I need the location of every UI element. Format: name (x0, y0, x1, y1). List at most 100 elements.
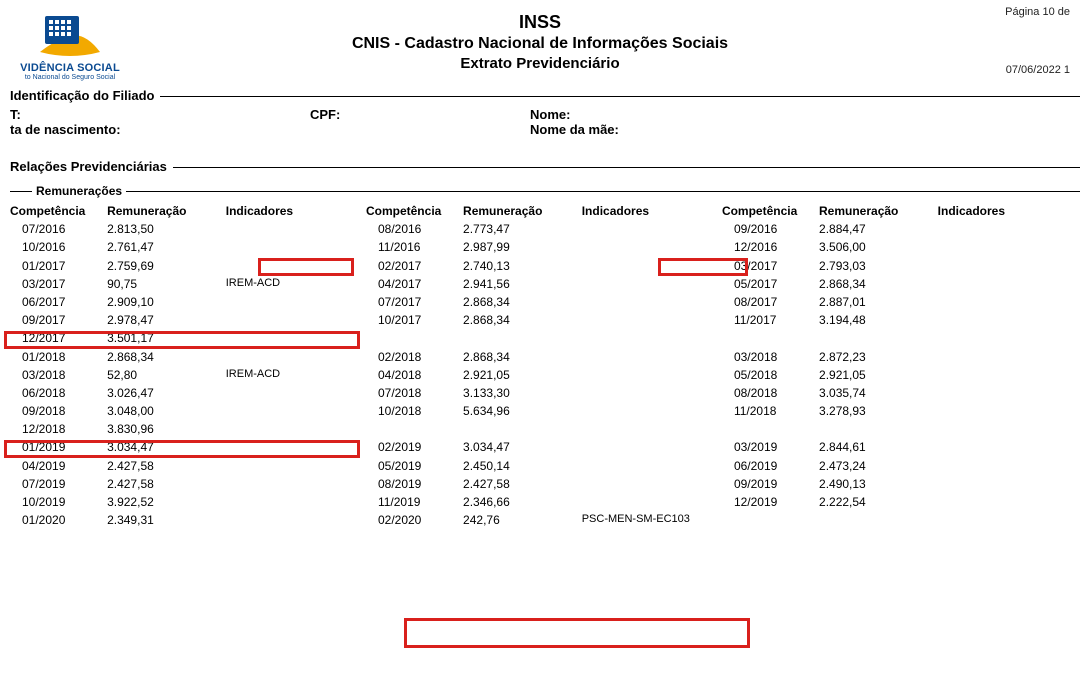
cell-competencia: 08/2016 (362, 220, 459, 238)
cell-indicadores (578, 348, 718, 366)
cell-indicadores (222, 257, 362, 275)
cell-competencia: 01/2019 (6, 438, 103, 456)
cell-remuneracao: 2.473,24 (815, 457, 934, 475)
cell-remuneracao: 3.034,47 (103, 438, 222, 456)
cell-competencia: 12/2018 (6, 420, 103, 438)
section-relacoes: Relações Previdenciárias (0, 159, 1080, 174)
cell-competencia (718, 511, 815, 529)
table-row: 10/20193.922,5211/20192.346,6612/20192.2… (6, 493, 1074, 511)
table-row: 06/20172.909,1007/20172.868,3408/20172.8… (6, 293, 1074, 311)
cell-remuneracao: 2.740,13 (459, 257, 578, 275)
cell-remuneracao: 2.813,50 (103, 220, 222, 238)
cell-remuneracao: 2.346,66 (459, 493, 578, 511)
th-comp-2: Competência (362, 202, 459, 220)
cell-remuneracao: 2.987,99 (459, 238, 578, 256)
cell-competencia: 06/2019 (718, 457, 815, 475)
cell-competencia: 05/2018 (718, 366, 815, 384)
cell-remuneracao: 2.222,54 (815, 493, 934, 511)
cell-indicadores (222, 438, 362, 456)
cell-remuneracao: 3.506,00 (815, 238, 934, 256)
cell-remuneracao: 2.868,34 (459, 348, 578, 366)
cell-competencia: 02/2020 (362, 511, 459, 529)
cell-indicadores (222, 220, 362, 238)
cell-competencia: 11/2018 (718, 402, 815, 420)
table-row: 10/20162.761,4711/20162.987,9912/20163.5… (6, 238, 1074, 256)
cell-competencia: 08/2018 (718, 384, 815, 402)
cell-remuneracao: 2.909,10 (103, 293, 222, 311)
cell-competencia: 05/2019 (362, 457, 459, 475)
title-inss: INSS (0, 12, 1080, 33)
cell-competencia: 09/2018 (6, 402, 103, 420)
cell-competencia (362, 420, 459, 438)
cell-competencia: 08/2019 (362, 475, 459, 493)
highlight-box (404, 618, 750, 648)
cell-indicadores (222, 511, 362, 529)
cell-indicadores (934, 220, 1074, 238)
cell-competencia: 02/2017 (362, 257, 459, 275)
filiado-block: T: CPF: Nome: ta de nascimento: Nome da … (0, 103, 1080, 137)
cell-competencia: 03/2018 (718, 348, 815, 366)
cell-competencia: 01/2017 (6, 257, 103, 275)
logo-title: VIDÊNCIA SOCIAL (10, 62, 130, 74)
cell-indicadores (578, 475, 718, 493)
cell-indicadores (578, 257, 718, 275)
cell-remuneracao: 242,76 (459, 511, 578, 529)
cell-indicadores (222, 475, 362, 493)
cell-remuneracao: 2.868,34 (459, 293, 578, 311)
cell-competencia (718, 329, 815, 347)
cell-competencia: 10/2019 (6, 493, 103, 511)
cell-competencia: 04/2018 (362, 366, 459, 384)
cell-indicadores (578, 457, 718, 475)
cell-competencia: 03/2017 (718, 257, 815, 275)
cell-competencia: 03/2017 (6, 275, 103, 293)
cell-remuneracao: 2.868,34 (459, 311, 578, 329)
cell-remuneracao: 3.133,30 (459, 384, 578, 402)
cell-indicadores (578, 366, 718, 384)
th-ind-3: Indicadores (934, 202, 1074, 220)
cell-remuneracao: 2.887,01 (815, 293, 934, 311)
cell-indicadores (222, 348, 362, 366)
section-label-remuneracoes: Remunerações (36, 184, 126, 198)
table-row: 12/20183.830,96 (6, 420, 1074, 438)
cell-indicadores (222, 293, 362, 311)
th-comp-1: Competência (6, 202, 103, 220)
table-row: 01/20202.349,3102/2020242,76PSC-MEN-SM-E… (6, 511, 1074, 529)
cell-indicadores (578, 384, 718, 402)
th-rem-1: Remuneração (103, 202, 222, 220)
cell-indicadores (934, 366, 1074, 384)
cell-remuneracao: 5.634,96 (459, 402, 578, 420)
th-rem-3: Remuneração (815, 202, 934, 220)
cell-remuneracao: 3.922,52 (103, 493, 222, 511)
cell-indicadores (934, 329, 1074, 347)
th-rem-2: Remuneração (459, 202, 578, 220)
th-comp-3: Competência (718, 202, 815, 220)
cell-remuneracao: 2.872,23 (815, 348, 934, 366)
section-remuneracoes: Remunerações (0, 184, 1080, 198)
cell-remuneracao (459, 329, 578, 347)
cell-indicadores (222, 402, 362, 420)
cell-remuneracao: 2.427,58 (103, 457, 222, 475)
cell-remuneracao: 2.450,14 (459, 457, 578, 475)
cell-indicadores (934, 293, 1074, 311)
cell-competencia: 01/2018 (6, 348, 103, 366)
th-ind-2: Indicadores (578, 202, 718, 220)
cell-remuneracao: 2.490,13 (815, 475, 934, 493)
cell-competencia: 05/2017 (718, 275, 815, 293)
title-extrato: Extrato Previdenciário (0, 55, 1080, 72)
cell-remuneracao: 3.194,48 (815, 311, 934, 329)
cell-indicadores (934, 384, 1074, 402)
cell-competencia: 07/2016 (6, 220, 103, 238)
cell-indicadores (934, 238, 1074, 256)
inss-logo-icon (35, 12, 105, 60)
cell-indicadores (578, 220, 718, 238)
cell-remuneracao: 3.830,96 (103, 420, 222, 438)
cell-remuneracao: 2.759,69 (103, 257, 222, 275)
cell-remuneracao: 2.921,05 (815, 366, 934, 384)
cell-competencia: 07/2017 (362, 293, 459, 311)
cell-indicadores: IREM-ACD (222, 275, 362, 293)
cell-competencia: 06/2017 (6, 293, 103, 311)
section-label-filiado: Identificação do Filiado (10, 88, 160, 103)
cell-remuneracao: 2.868,34 (815, 275, 934, 293)
cell-indicadores (578, 420, 718, 438)
cell-remuneracao: 2.773,47 (459, 220, 578, 238)
